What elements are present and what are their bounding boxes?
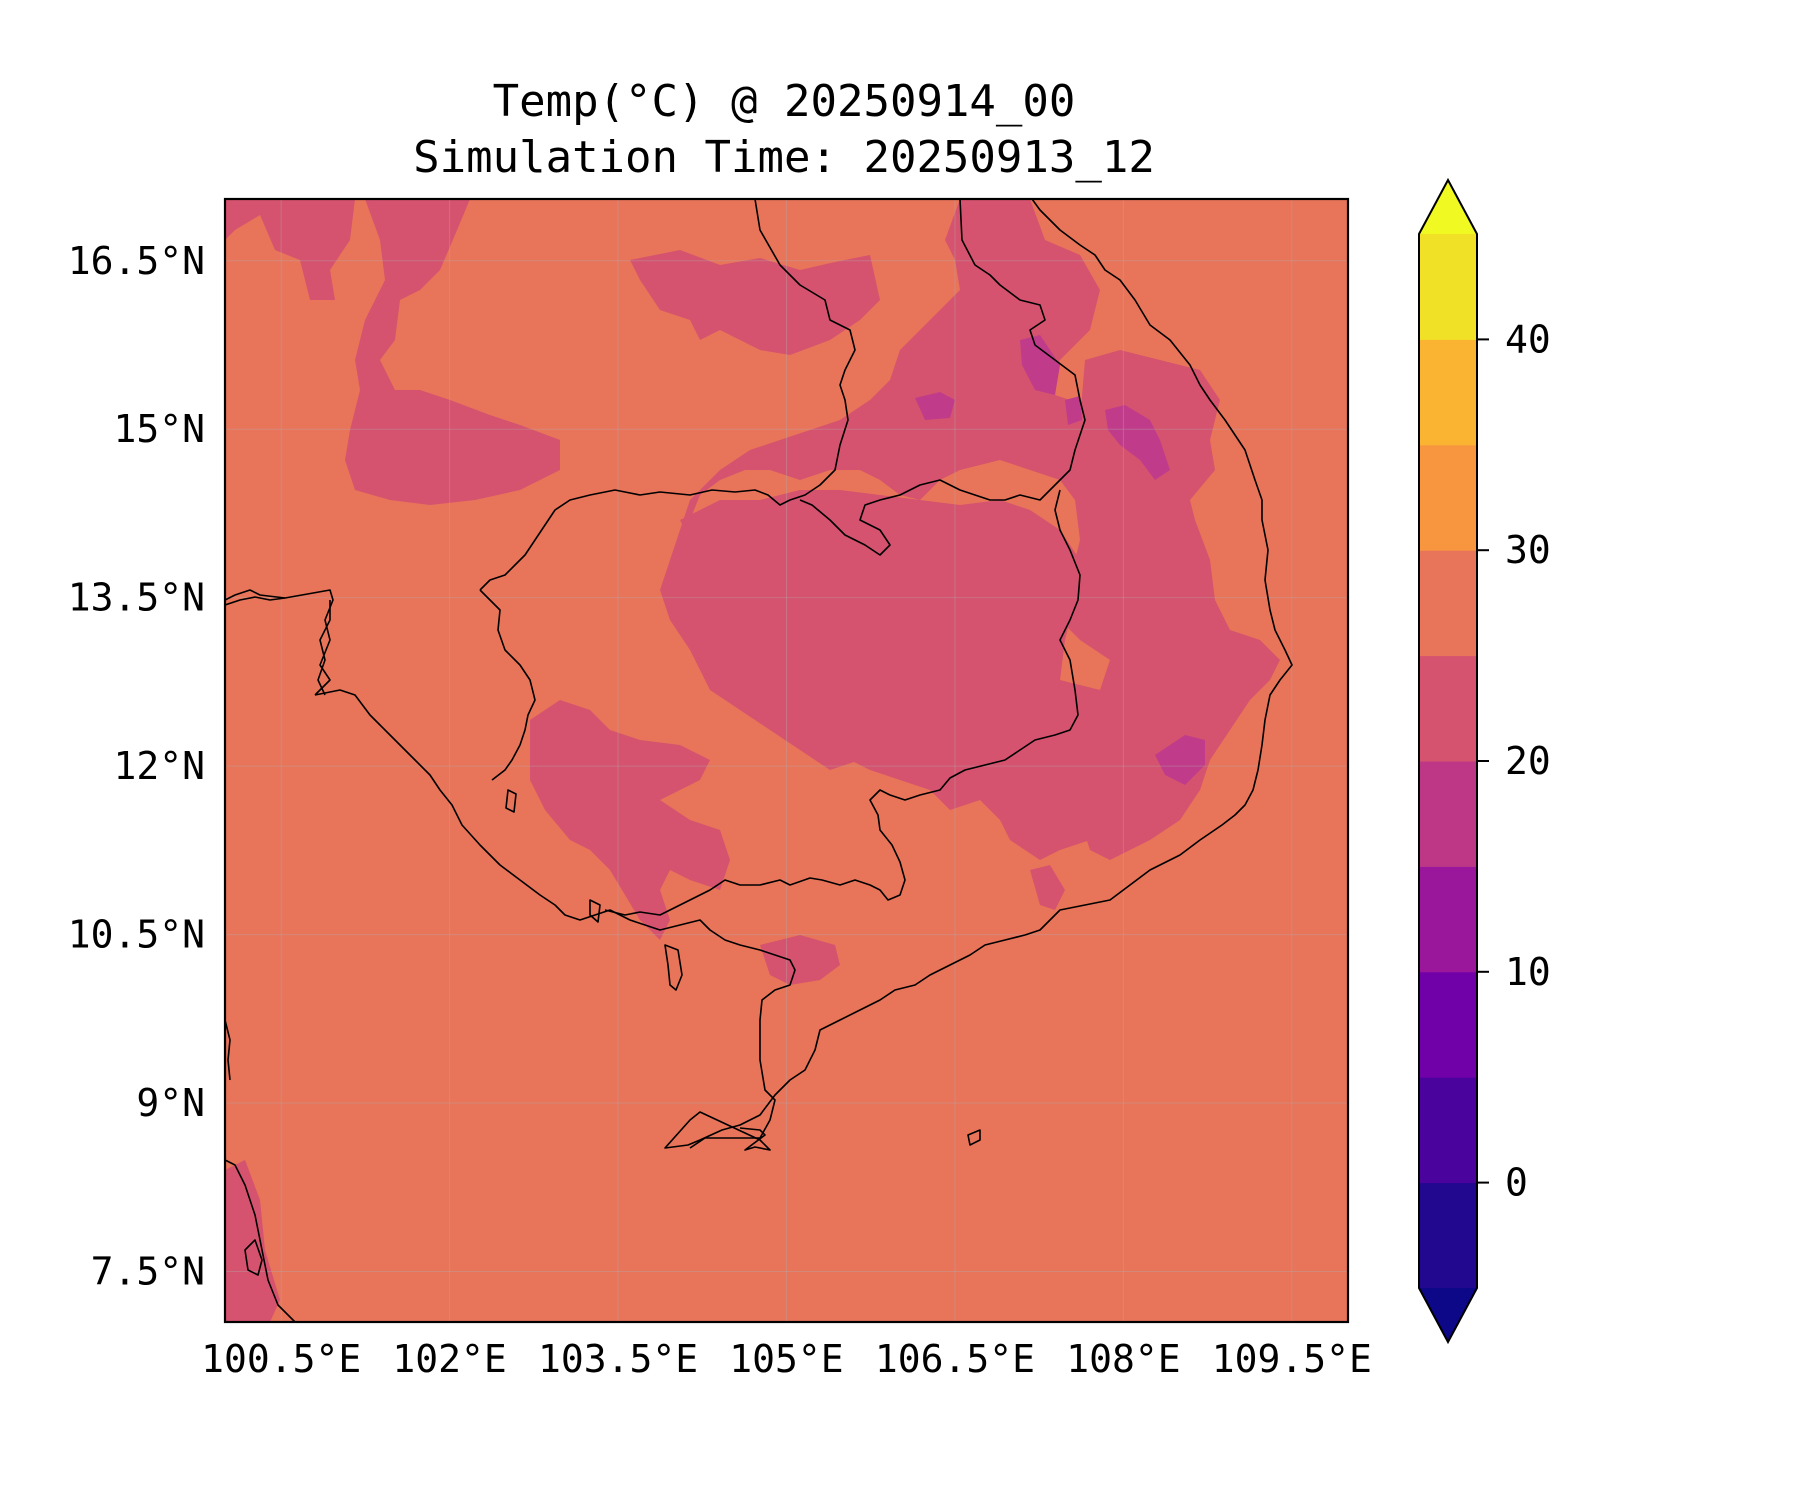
y-tick-label: 10.5°N (68, 913, 205, 957)
cool-region-northeast (660, 199, 1220, 860)
colorbar-tick-label: 40 (1505, 317, 1551, 361)
title-line-2: Simulation Time: 20250913_12 (413, 132, 1155, 183)
border-cambodia-vietnam (604, 489, 1081, 916)
x-tick-label: 103.5°E (538, 1337, 698, 1381)
cool-region-northwest (225, 199, 355, 300)
colorbar-level (1419, 550, 1477, 657)
cool-region-central-vietnam (1080, 350, 1280, 860)
colorbar-level (1419, 1077, 1477, 1184)
colorbar-level (1419, 234, 1477, 340)
border-cambodia-laos-vietnam (799, 199, 1086, 556)
x-tick-label: 109.5°E (1212, 1337, 1372, 1381)
colorbar-outline (1418, 177, 1478, 1345)
island-phu-quoc (664, 944, 683, 991)
colorbar-tick-label: 0 (1505, 1161, 1528, 1205)
y-tick-label: 16.5°N (68, 239, 205, 283)
cool-region-southeast-patch (1030, 865, 1065, 910)
warm-core-1 (915, 392, 955, 420)
cool-region-south-peninsula (225, 1160, 280, 1322)
coastline-mekong-delta (664, 934, 1026, 1151)
cool-region-laos-north (630, 250, 880, 355)
colorbar-tick-label: 20 (1505, 739, 1551, 783)
warm-core-4 (1155, 735, 1205, 785)
coastline-vietnam-east (1024, 199, 1293, 936)
border-thailand-myanmar (225, 596, 331, 696)
colorbar-level (1419, 339, 1477, 446)
x-tick-label: 108°E (1066, 1337, 1180, 1381)
colorbar-extend-min (1419, 1288, 1477, 1342)
y-tick-label: 9°N (136, 1081, 205, 1125)
gridlines (225, 199, 1348, 1322)
cool-region-north-thailand (345, 199, 560, 505)
warm-core-5 (1065, 396, 1082, 425)
colorbar-tick-label: 10 (1505, 950, 1551, 994)
y-tick-label: 13.5°N (68, 576, 205, 620)
x-tick-label: 102°E (392, 1337, 506, 1381)
map-frame (223, 197, 1350, 1324)
colorbar: 0 10 20 30 40 (1418, 177, 1551, 1345)
y-tick-label: 12°N (113, 744, 205, 788)
x-axis-tick-labels: 100.5°E 102°E 103.5°E 105°E 106.5°E 108°E 109.… (201, 1337, 1372, 1381)
coastlines-borders (225, 199, 1293, 1322)
island-1 (244, 1239, 263, 1276)
border-cambodia-thailand (479, 589, 536, 781)
map-panel (223, 197, 1350, 1324)
border-laos-thailand (479, 199, 856, 591)
title-line-1: Temp(°C) @ 20250914_00 (493, 76, 1076, 127)
colorbar-level (1419, 866, 1477, 973)
colorbar-level (1419, 971, 1477, 1078)
warm-core-3 (1105, 405, 1170, 480)
colorbar-level (1419, 1182, 1477, 1289)
y-tick-label: 15°N (113, 407, 205, 451)
cool-region-mekong-patch (760, 935, 840, 985)
coastline-peninsula (225, 1019, 296, 1322)
warm-core-2 (1020, 335, 1060, 395)
colorbar-extend-max (1419, 180, 1477, 234)
x-tick-label: 105°E (729, 1337, 843, 1381)
y-tick-label: 7.5°N (91, 1249, 205, 1293)
x-tick-label: 100.5°E (201, 1337, 361, 1381)
colorbar-level (1419, 444, 1477, 551)
colorbar-level (1419, 655, 1477, 762)
island-2 (967, 1129, 981, 1146)
coastline-gulf-west (314, 689, 796, 1149)
cool-region-cambodia-north (680, 490, 1080, 760)
x-tick-label: 106.5°E (875, 1337, 1035, 1381)
island-3 (589, 899, 601, 923)
colorbar-tick-label: 30 (1505, 528, 1551, 572)
y-axis-tick-labels: 16.5°N 15°N 13.5°N 12°N 10.5°N 9°N 7.5°N (68, 239, 205, 1294)
cool-region-west-cambodia (530, 700, 730, 940)
island-4 (505, 789, 517, 813)
colorbar-level (1419, 761, 1477, 867)
temperature-field (225, 199, 1348, 1322)
